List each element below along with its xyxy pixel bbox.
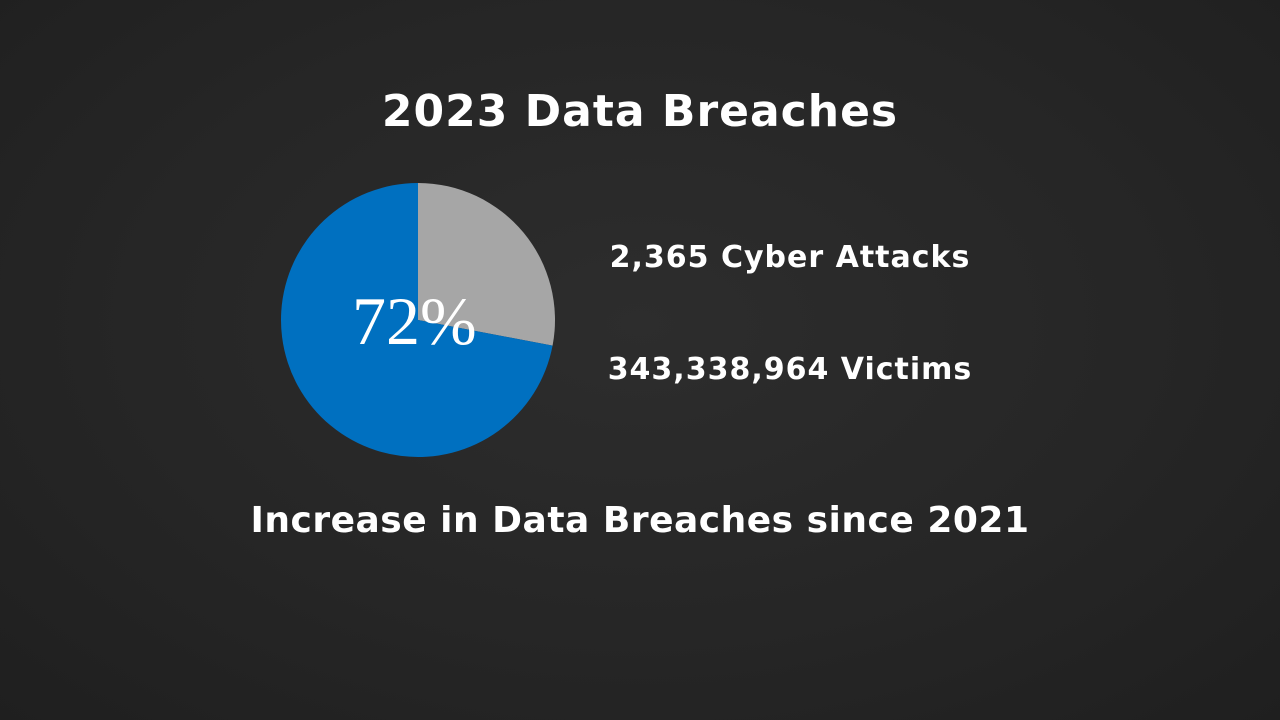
victims-stat: 343,338,964 Victims [607,352,973,387]
pie-slice-increase [281,183,553,457]
pie-center-label: 72% [352,283,477,359]
pie-chart [280,182,556,458]
slide-subtitle: Increase in Data Breaches since 2021 [250,500,1030,541]
slide-title: 2023 Data Breaches [381,86,899,137]
cyber-attacks-stat: 2,365 Cyber Attacks [609,240,971,275]
pie-chart-svg [281,183,555,457]
pie-slice-remainder [418,183,555,346]
